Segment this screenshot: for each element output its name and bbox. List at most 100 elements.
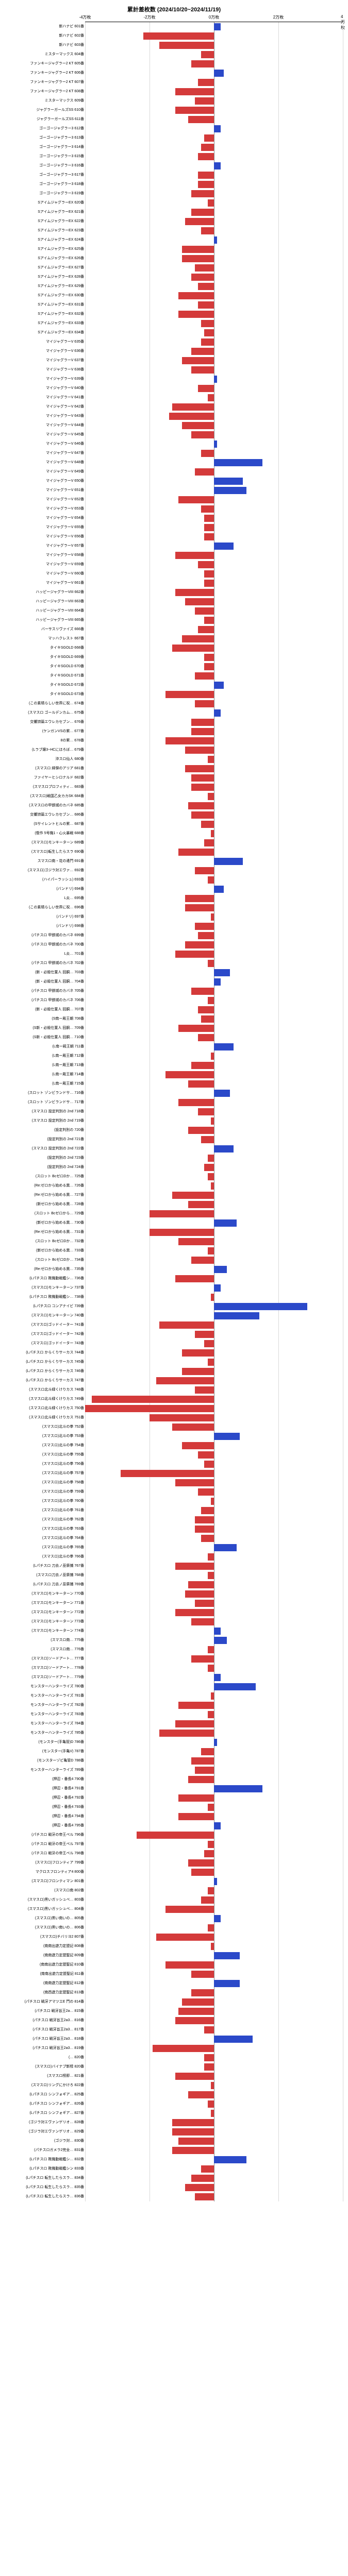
row-label: (押忍・番長4 794番 xyxy=(4,1812,84,1821)
chart-row: マイジャグラーV 653番 xyxy=(85,504,343,514)
chart-row: ゴーゴージャグラー3 612番 xyxy=(85,124,343,133)
bar xyxy=(137,1832,214,1839)
row-label: (Sサイレントヒルの累… 687番 xyxy=(4,820,84,829)
row-label: ゴーゴージャグラー3 619番 xyxy=(4,189,84,198)
chart-row: (スマスロ)北斗の拳 753番 xyxy=(85,1432,343,1441)
chart-row: モンスターハンターライズ 783番 xyxy=(85,1710,343,1719)
bar xyxy=(208,1804,214,1811)
bar xyxy=(165,1961,214,1969)
chart-row: マイジャグラーV 643番 xyxy=(85,412,343,421)
row-label: (スマスロ榜即… 821番 xyxy=(4,2072,84,2081)
row-label: マイジャグラーV 657番 xyxy=(4,541,84,551)
chart-rows: 新ハナビ 601番新ハナビ 602番新ハナビ 603番ミスターマックス 604番… xyxy=(85,22,343,2201)
bar xyxy=(198,283,214,290)
row-label: マイジャグラーV 656番 xyxy=(4,532,84,541)
row-label: SアイムジャグラーEX 629番 xyxy=(4,282,84,291)
bar xyxy=(204,1164,214,1171)
bar xyxy=(195,607,214,615)
bar xyxy=(198,561,214,568)
chart-row: マイジャグラーV 659番 xyxy=(85,560,343,569)
bar xyxy=(191,1062,214,1069)
bar xyxy=(204,515,214,522)
row-label: (ゴジラ対エヴァンゲリオ… 828番 xyxy=(4,2118,84,2127)
bar xyxy=(208,1711,214,1718)
chart-row: ファンキージャグラー2 KT 605番 xyxy=(85,59,343,69)
bar xyxy=(211,913,214,921)
chart-row: (バンドリ) 697番 xyxy=(85,912,343,922)
bar xyxy=(182,1998,214,2006)
bar xyxy=(214,23,221,30)
row-label: (Lパチスロ シンフォギア… 825番 xyxy=(4,2090,84,2099)
row-label: (スマスロ北斗緑くけりカス 751番 xyxy=(4,1413,84,1422)
row-label: (パチスロガメラ2完全… 831番 xyxy=(4,2146,84,2155)
bar xyxy=(214,1628,221,1635)
chart-row: (スマスロ北斗緑くけりカス 751番 xyxy=(85,1413,343,1422)
bar xyxy=(198,79,214,86)
bar xyxy=(191,190,214,197)
chart-row: マイジャグラーV 641番 xyxy=(85,393,343,402)
bar xyxy=(201,1136,214,1143)
bar xyxy=(159,1321,214,1329)
row-label: (Lパチスロ からくりサーカス 745番 xyxy=(4,1358,84,1367)
bar xyxy=(150,1210,214,1217)
bar xyxy=(198,626,214,633)
row-label: (S新・必殺仕置人 回胴… 709番 xyxy=(4,1024,84,1033)
row-label: ゴーゴージャグラー3 616番 xyxy=(4,161,84,171)
row-label: (設定判別の 2nd 721番 xyxy=(4,1135,84,1144)
row-label: (ゴジラ対… 830番 xyxy=(4,2137,84,2146)
row-label: (スマスロ)黒いガッシュベ… 804番 xyxy=(4,1905,84,1914)
chart-row: (新・必殺仕置人 回胴… 703番 xyxy=(85,968,343,977)
row-label: (スマスロの甲鉄城のカバネ 685番 xyxy=(4,801,84,810)
chart-row: (ゴジラ対… 830番 xyxy=(85,2137,343,2146)
row-label: マイジャグラーV 648番 xyxy=(4,458,84,467)
row-label: ゴーゴージャグラー3 612番 xyxy=(4,124,84,133)
row-label: (設定判別の 720番 xyxy=(4,1126,84,1135)
row-label: (Re:ゼロから始める異… 726番 xyxy=(4,1181,84,1191)
bar xyxy=(175,1720,214,1727)
chart-row: マイジャグラーV 655番 xyxy=(85,523,343,532)
row-label: タイキSGOLD 669番 xyxy=(4,653,84,662)
row-label: (スマスロ)北斗の拳 764番 xyxy=(4,1534,84,1543)
row-label: マイジャグラーV 652番 xyxy=(4,495,84,504)
bar xyxy=(214,478,243,485)
row-label: (バンドリ) 697番 xyxy=(4,912,84,922)
bar xyxy=(204,2026,214,2033)
bar xyxy=(208,1155,214,1162)
bar xyxy=(201,1535,214,1542)
chart-row: (… 820番 xyxy=(85,2053,343,2062)
row-label: (スマスロ)ゴッドイーター 743番 xyxy=(4,1339,84,1348)
chart-row: (パチスロ 戦牙旨王2a… 815番 xyxy=(85,2007,343,2016)
bar xyxy=(214,709,221,717)
row-label: (南南出遊力定盟聖記 810番 xyxy=(4,1960,84,1970)
chart-row: タイキSGOLD 671番 xyxy=(85,671,343,681)
bar xyxy=(211,1053,214,1060)
row-label: マイジャグラーV 650番 xyxy=(4,477,84,486)
row-label: (Lパチスロ 敗機動戦艦シ… 736番 xyxy=(4,1274,84,1283)
chart-row: (パチスロ 戦牙旨王2a3… 819番 xyxy=(85,2044,343,2053)
bar xyxy=(195,1516,214,1523)
bar xyxy=(175,1479,214,1486)
bar xyxy=(191,988,214,995)
row-label: SアイムジャグラーEX 628番 xyxy=(4,273,84,282)
row-label: (パチスロ 戦牙旨王2a3… 816番 xyxy=(4,2016,84,2025)
bar xyxy=(165,1071,214,1078)
chart-row: 8の累… 678番 xyxy=(85,736,343,745)
chart-row: (S新・必殺仕置人 回胴… 709番 xyxy=(85,1024,343,1033)
chart-row: (パチスロ 戦牙アマツエE 門の 814番 xyxy=(85,1997,343,2007)
row-label: (スマスロ 緋弾のアリア 681番 xyxy=(4,764,84,773)
row-label: マイジャグラーV 637番 xyxy=(4,356,84,365)
chart-row: (スマスロ)フロンティマン 801番 xyxy=(85,1877,343,1886)
chart-row: (スロット BcゼロDか… 734番 xyxy=(85,1256,343,1265)
chart-row: (スマスロ)北斗の拳 754番 xyxy=(85,1441,343,1450)
chart-row: (ゴジラ対エヴァンゲリオ… 829番 xyxy=(85,2127,343,2137)
row-label: マイジャグラーV 639番 xyxy=(4,375,84,384)
row-label: (スマスロ)モンキーターン 772番 xyxy=(4,1608,84,1617)
bar xyxy=(201,144,214,151)
bar xyxy=(211,1692,214,1700)
chart-row: 沖スロ仙人 680番 xyxy=(85,755,343,764)
chart-row: マクロスフロンティア4 800番 xyxy=(85,1868,343,1877)
chart-row: (Sサイレントヒルの累… 687番 xyxy=(85,820,343,829)
chart-row: (スマスロ)モンキーターン 770番 xyxy=(85,1589,343,1599)
chart-row: ゴーゴージャグラー3 618番 xyxy=(85,180,343,189)
bar xyxy=(208,756,214,763)
